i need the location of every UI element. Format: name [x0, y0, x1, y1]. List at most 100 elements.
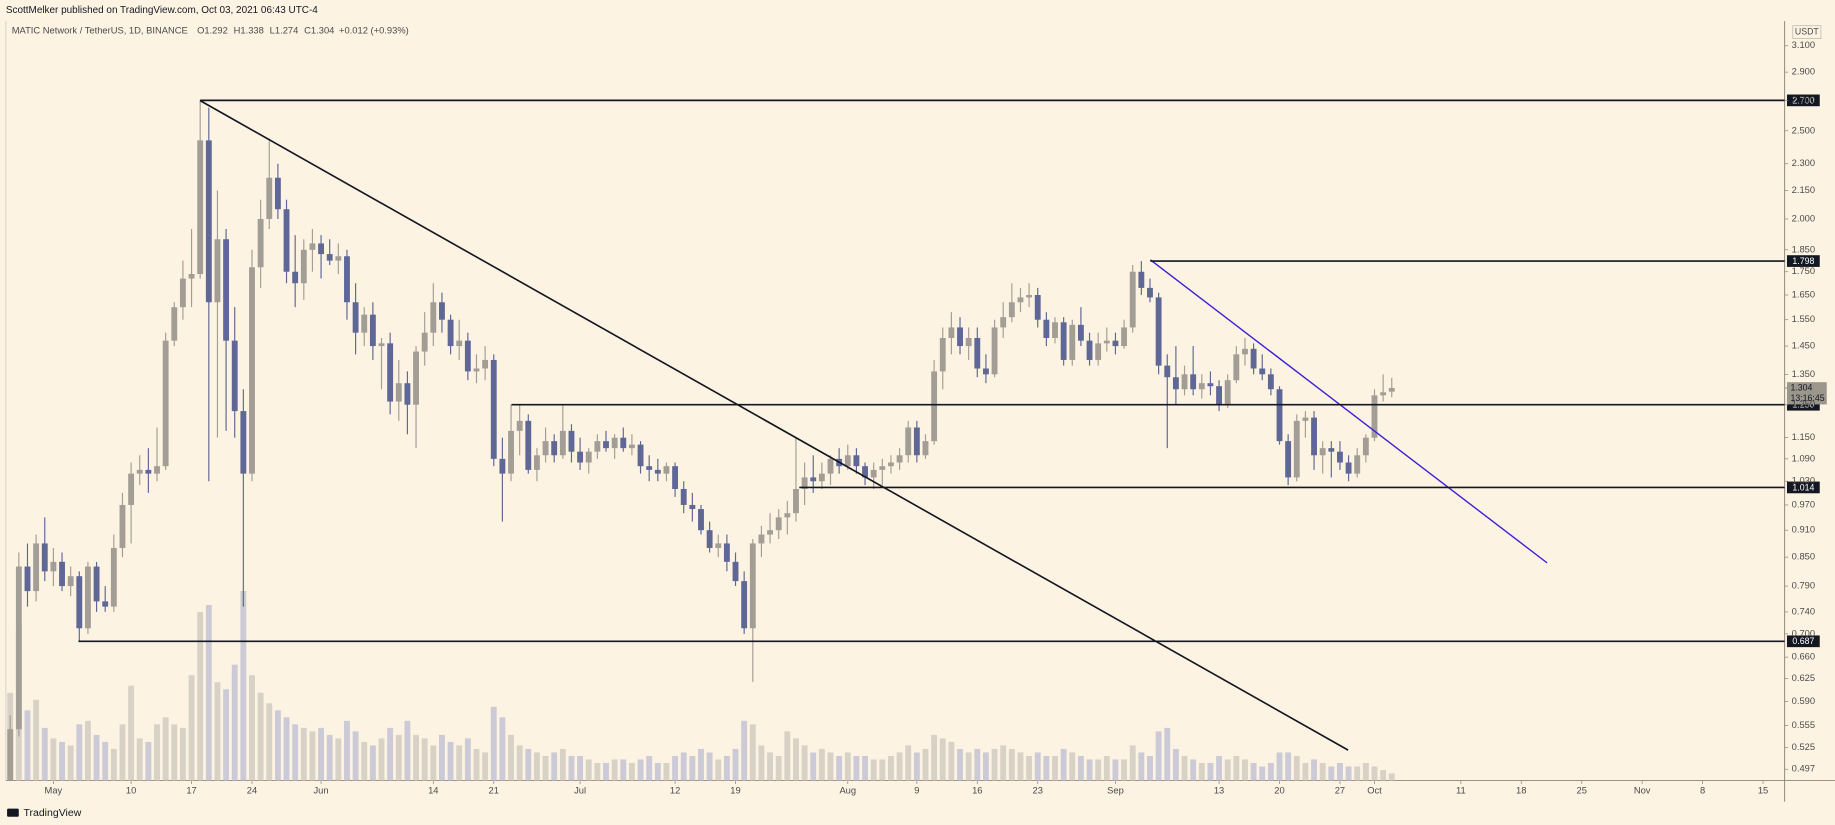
- volume-bar: [1095, 759, 1102, 781]
- candle-body: [231, 340, 238, 412]
- volume-bar: [577, 755, 584, 781]
- candle-body: [361, 314, 368, 333]
- level-label: 1.014: [1792, 482, 1814, 492]
- candle-body: [732, 561, 739, 582]
- legend-field-label: H: [234, 26, 241, 36]
- candle-body: [266, 177, 273, 219]
- volume-bar: [1138, 752, 1145, 781]
- volume-bar: [1311, 759, 1317, 781]
- volume-bar: [896, 752, 903, 781]
- candle-body: [551, 441, 558, 456]
- volume-bar: [723, 755, 730, 781]
- volume-bar: [1026, 755, 1033, 781]
- y-tick-label: 2.300: [1792, 158, 1815, 168]
- y-tick-label: 1.250: [1792, 399, 1815, 409]
- candle-body: [931, 371, 938, 442]
- candle-body: [171, 307, 178, 341]
- volume-bar: [680, 752, 687, 781]
- volume-bar: [59, 741, 65, 781]
- candle-body: [33, 543, 40, 592]
- candle-body: [1060, 322, 1067, 360]
- volume-bar: [1008, 748, 1015, 781]
- candle-body: [896, 455, 903, 463]
- y-tick-label: 0.660: [1792, 652, 1815, 662]
- volume-bar: [1017, 752, 1024, 781]
- volume-bar: [93, 734, 100, 781]
- candle-body: [1285, 441, 1292, 478]
- candle-body: [1121, 327, 1128, 347]
- candle-body: [922, 441, 929, 456]
- volume-bar: [1164, 727, 1171, 781]
- volume-bar: [1267, 762, 1274, 781]
- candle-body: [300, 249, 307, 284]
- y-tick-label: 0.525: [1792, 742, 1815, 752]
- candle-body: [1250, 348, 1257, 369]
- volume-bar: [801, 745, 808, 781]
- candle-body: [1371, 395, 1378, 438]
- volume-bar: [646, 755, 653, 781]
- volume-bar: [741, 720, 748, 781]
- y-tick-label: 0.910: [1792, 525, 1815, 535]
- volume-bar: [292, 724, 299, 781]
- volume-bar: [939, 738, 946, 781]
- volume-bar: [110, 748, 117, 781]
- candle-body: [1345, 462, 1352, 474]
- candle-body: [585, 451, 592, 463]
- candle-body: [905, 427, 912, 456]
- volume-bar: [784, 731, 791, 781]
- volume-bar: [274, 710, 281, 781]
- candle-body: [818, 473, 825, 482]
- candle-body: [188, 274, 195, 279]
- candle-body: [1259, 368, 1266, 375]
- volume-bar: [1129, 745, 1136, 781]
- candle-body: [490, 359, 497, 459]
- candle-body: [128, 473, 135, 505]
- candle-body: [1138, 271, 1145, 288]
- candle-body: [680, 488, 687, 505]
- candle-body: [1181, 374, 1188, 390]
- candle-body: [1233, 354, 1240, 381]
- volume-bar: [810, 752, 817, 781]
- volume-bar: [1388, 773, 1395, 781]
- candle-body: [1008, 302, 1015, 318]
- candle-body: [162, 340, 169, 467]
- candle-body: [421, 332, 428, 352]
- volume-bar: [654, 762, 661, 781]
- volume-bar: [844, 752, 851, 781]
- candle-body: [1354, 455, 1361, 474]
- volume-bar: [188, 675, 195, 781]
- trend-line: [1149, 259, 1548, 564]
- axis-layer: 3.100 2.900 2.700 2.500 2.300 2.150 2.000 1.850…: [45, 40, 1816, 795]
- volume-bar: [1233, 755, 1240, 781]
- candle-body: [430, 302, 437, 333]
- candle-body: [559, 430, 566, 456]
- y-tick-label: 0.625: [1792, 673, 1815, 683]
- volume-bar: [179, 727, 186, 781]
- volume-bar: [1086, 759, 1093, 781]
- volume-bar: [430, 745, 437, 781]
- volume-bar: [421, 738, 428, 781]
- volume-bar: [931, 734, 938, 781]
- volume-bar: [171, 724, 178, 781]
- candle-body: [862, 466, 868, 478]
- candle-body: [1155, 297, 1162, 366]
- currency-box: [1792, 25, 1822, 39]
- candle-body: [1103, 340, 1110, 344]
- volume-bar: [205, 605, 212, 781]
- y-tick-label: 2.900: [1792, 67, 1815, 77]
- candle-body: [145, 469, 152, 474]
- candle-body: [249, 267, 255, 474]
- candle-body: [1380, 392, 1387, 396]
- level-label-box: [1786, 255, 1820, 267]
- level-label-box: [1786, 398, 1820, 411]
- candle-body: [1147, 287, 1153, 298]
- volume-bar: [1362, 762, 1369, 781]
- candle-body: [594, 441, 601, 452]
- volume-bar: [50, 738, 57, 781]
- candle-body: [654, 469, 661, 474]
- volume-bar: [706, 752, 713, 781]
- candle-body: [482, 359, 489, 369]
- volume-bar: [663, 762, 670, 781]
- volume-bar: [913, 752, 920, 781]
